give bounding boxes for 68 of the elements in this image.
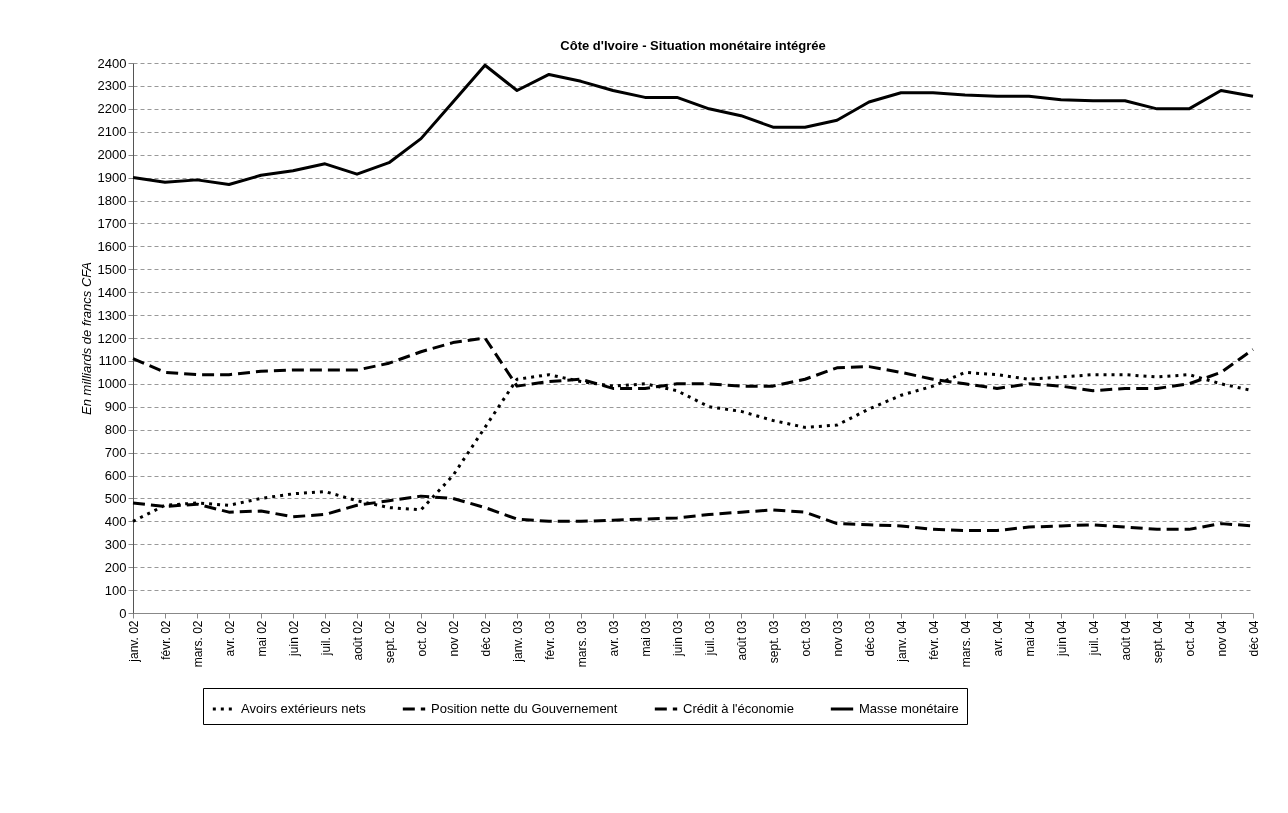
- x-tick-label: oct. 02: [414, 620, 429, 657]
- y-tick-label: 1600: [97, 238, 127, 254]
- x-tick-label: oct. 03: [798, 620, 813, 657]
- x-tick-label: mai 04: [1022, 620, 1037, 657]
- y-tick-label: 400: [104, 513, 127, 529]
- y-tick-label: 1900: [97, 170, 127, 186]
- x-tick-label: déc 02: [478, 620, 493, 657]
- x-tick-label: janv. 02: [126, 620, 141, 663]
- y-tick-label: 900: [104, 399, 127, 415]
- x-tick-label: juin 03: [670, 620, 685, 657]
- y-tick-label: 1700: [97, 215, 127, 231]
- y-tick-label: 1400: [97, 284, 127, 300]
- x-tick-label: avr. 03: [606, 620, 621, 657]
- x-tick-label: août 03: [734, 620, 749, 661]
- x-tick-label: mai 03: [638, 620, 653, 657]
- x-tick-label: août 04: [1118, 620, 1133, 661]
- x-tick-label: mars. 04: [958, 620, 973, 668]
- legend-label: Avoirs extérieurs nets: [241, 701, 367, 716]
- y-tick-label: 1300: [97, 307, 127, 323]
- x-tick-label: juil. 03: [702, 620, 717, 657]
- x-tick-label: sept. 02: [382, 620, 397, 664]
- y-tick-label: 2400: [97, 55, 127, 71]
- x-tick-label: mai 02: [254, 620, 269, 657]
- y-tick-label: 700: [104, 445, 127, 461]
- x-tick-label: mars. 03: [574, 620, 589, 668]
- y-tick-label: 300: [104, 536, 127, 552]
- y-tick-label: 1500: [97, 261, 127, 277]
- y-tick-label: 1100: [98, 353, 127, 369]
- y-tick-label: 2300: [97, 78, 127, 94]
- legend-label: Crédit à l'économie: [683, 701, 794, 716]
- y-tick-label: 200: [104, 559, 127, 575]
- x-tick-label: nov 03: [830, 620, 845, 657]
- y-tick-label: 2200: [97, 101, 127, 117]
- x-tick-label: oct. 04: [1182, 620, 1197, 657]
- line-series: [131, 63, 1255, 186]
- chart-title: Côte d'Ivoire - Situation monétaire intégrée: [560, 38, 826, 53]
- x-tick-label: déc 04: [1246, 620, 1261, 657]
- legend-label: Position nette du Gouvernement: [431, 701, 618, 716]
- y-tick-label: 100: [104, 582, 127, 598]
- x-tick-label: avr. 04: [990, 620, 1005, 657]
- x-tick-label: sept. 03: [766, 620, 781, 664]
- x-tick-label: sept. 04: [1150, 620, 1165, 664]
- y-tick-label: 1800: [97, 193, 127, 208]
- x-tick-label: nov 02: [446, 620, 461, 657]
- x-tick-label: juil. 04: [1086, 620, 1101, 657]
- x-tick-label: août 02: [350, 620, 365, 661]
- x-tick-label: févr. 03: [542, 620, 557, 660]
- y-tick-label: 600: [104, 468, 127, 483]
- legend-label: Masse monétaire: [859, 701, 959, 716]
- y-tick-label: 800: [104, 422, 127, 438]
- y-tick-label: 1200: [97, 330, 127, 346]
- x-tick-label: mars. 02: [190, 620, 205, 668]
- x-tick-label: juin 04: [1054, 620, 1069, 657]
- y-tick-label: 0: [119, 605, 127, 621]
- y-axis-title: En milliards de francs CFA: [78, 262, 94, 415]
- x-tick-label: janv. 03: [510, 620, 525, 663]
- x-tick-label: févr. 04: [926, 620, 941, 660]
- y-tick-label: 1000: [97, 376, 127, 392]
- y-tick-label: 2000: [97, 147, 127, 163]
- x-tick-label: juil. 02: [318, 620, 333, 657]
- x-tick-label: janv. 04: [894, 620, 909, 663]
- x-tick-label: déc 03: [862, 620, 877, 657]
- x-tick-label: avr. 02: [222, 620, 237, 657]
- x-tick-label: juin 02: [286, 620, 301, 657]
- x-tick-label: févr. 02: [158, 620, 173, 660]
- y-tick-label: 500: [104, 490, 127, 506]
- x-tick-label: nov 04: [1214, 620, 1229, 657]
- y-tick-label: 2100: [97, 124, 127, 140]
